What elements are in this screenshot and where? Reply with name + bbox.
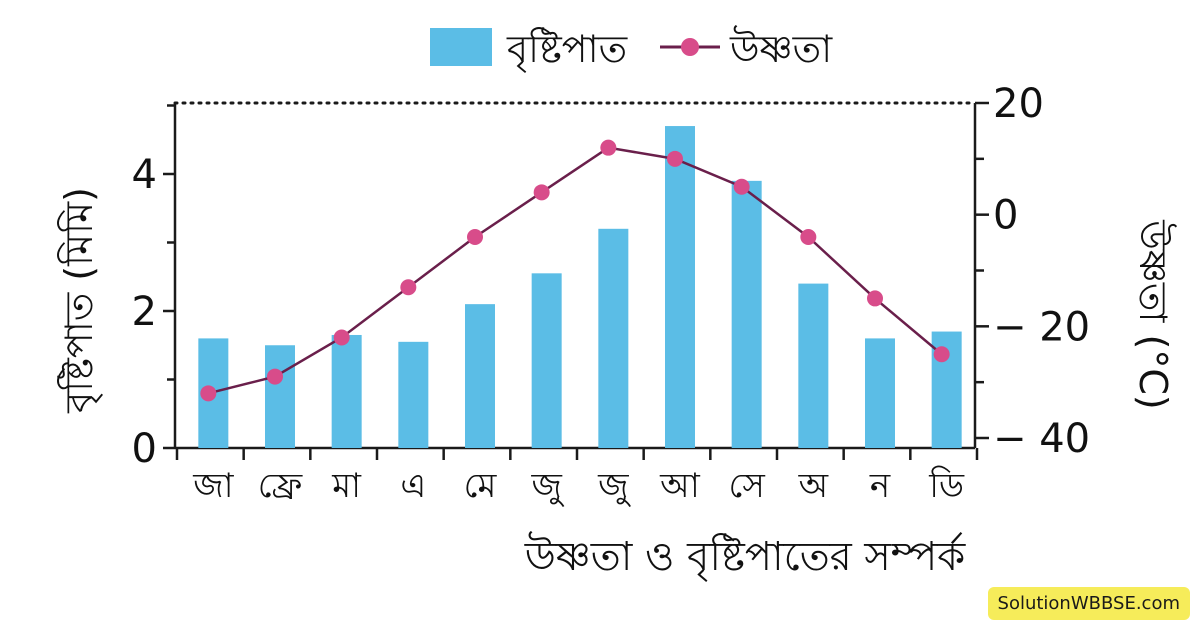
temperature-line-group [200,139,950,402]
legend-rainfall-label: বৃষ্টিপাত [506,27,628,73]
rainfall-bar [865,338,895,448]
plot-frame [173,101,977,450]
legend-rainfall-swatch [430,28,492,66]
month-label: মা [331,466,362,506]
month-label: অ [798,466,829,506]
temperature-point [933,346,950,363]
rainfall-bar [331,334,362,448]
legend-temperature-label: উষ্ণতা [729,25,833,71]
rainfall-bars [198,126,962,449]
watermark-badge: SolutionWBBSE.com [987,587,1190,620]
left-tick-label: 0 [132,426,157,472]
left-axis-title: বৃষ্টিপাত (মিমি) [57,187,103,414]
rainfall-bar [398,341,429,448]
temperature-point [667,150,683,167]
right-tick-label: − 40 [993,416,1090,462]
axis-ticks: 0 2 4 20 0 − 20 − 40 জা ফ্রে মা এ মে জু জু আ সে অ ন ডি [132,81,1091,506]
temperature-point [867,290,883,307]
legend-temperature-marker [681,38,699,56]
month-label: ফ্রে [258,466,304,506]
temperature-point [400,279,417,296]
month-label: আ [659,466,701,506]
month-label: এ [400,466,426,506]
temperature-point [800,229,817,245]
temperature-point [733,178,750,195]
right-axis-title: উষ্ণতা (°C) [1131,219,1177,409]
rainfall-bar [731,180,762,448]
month-label: ন [869,466,891,506]
rainfall-bar [798,283,829,448]
right-tick-label: 20 [993,81,1044,127]
right-tick-label: − 20 [993,304,1090,350]
month-label: সে [729,466,766,506]
rainfall-bar [265,345,295,448]
chart-title: উষ্ণতা ও বৃষ্টিপাতের সম্পর্ক [524,531,966,582]
month-label: ডি [928,466,965,506]
month-label: জা [192,466,234,506]
temperature-point [600,139,617,156]
rainfall-bar [665,126,695,449]
temperature-point [533,184,550,201]
left-tick-label: 4 [132,152,157,198]
temperature-point [333,329,350,346]
temperature-line [208,146,943,395]
month-label: মে [464,466,498,506]
rainfall-bar [598,228,629,448]
right-tick-label: 0 [993,193,1018,239]
temperature-point [267,368,283,385]
legend: বৃষ্টিপাত উষ্ণতা [430,25,833,73]
rainfall-bar [531,273,562,448]
rainfall-bar [465,304,495,448]
month-label: জু [530,466,565,506]
temperature-point [467,229,483,245]
month-label: জু [597,466,632,506]
left-tick-label: 2 [132,289,157,335]
temperature-point [200,385,217,402]
